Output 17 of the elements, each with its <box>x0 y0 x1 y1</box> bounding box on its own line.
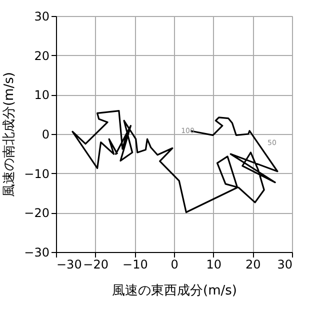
x-tick-label: −20 <box>83 258 108 272</box>
y-tick-label: 20 <box>34 48 50 63</box>
y-tick-label: −30 <box>24 246 50 260</box>
y-axis-title: 風速の南北成分(m/s) <box>2 72 18 197</box>
x-tick-label: −10 <box>122 258 148 272</box>
x-tick-label: −30 <box>56 258 82 272</box>
y-tick-label: −10 <box>24 166 50 181</box>
x-tick-label: 20 <box>246 258 261 272</box>
y-tick-label: 0 <box>42 128 50 142</box>
x-tick-label: 30 <box>277 258 292 272</box>
x-tick-label: 10 <box>206 258 222 272</box>
y-tick-label: 30 <box>34 10 50 24</box>
x-tick-label: 0 <box>170 258 178 272</box>
y-tick-label: 10 <box>34 88 50 102</box>
x-axis-title: 風速の東西成分(m/s) <box>112 284 237 298</box>
y-tick-label: −20 <box>24 206 50 220</box>
line-series <box>72 110 278 214</box>
